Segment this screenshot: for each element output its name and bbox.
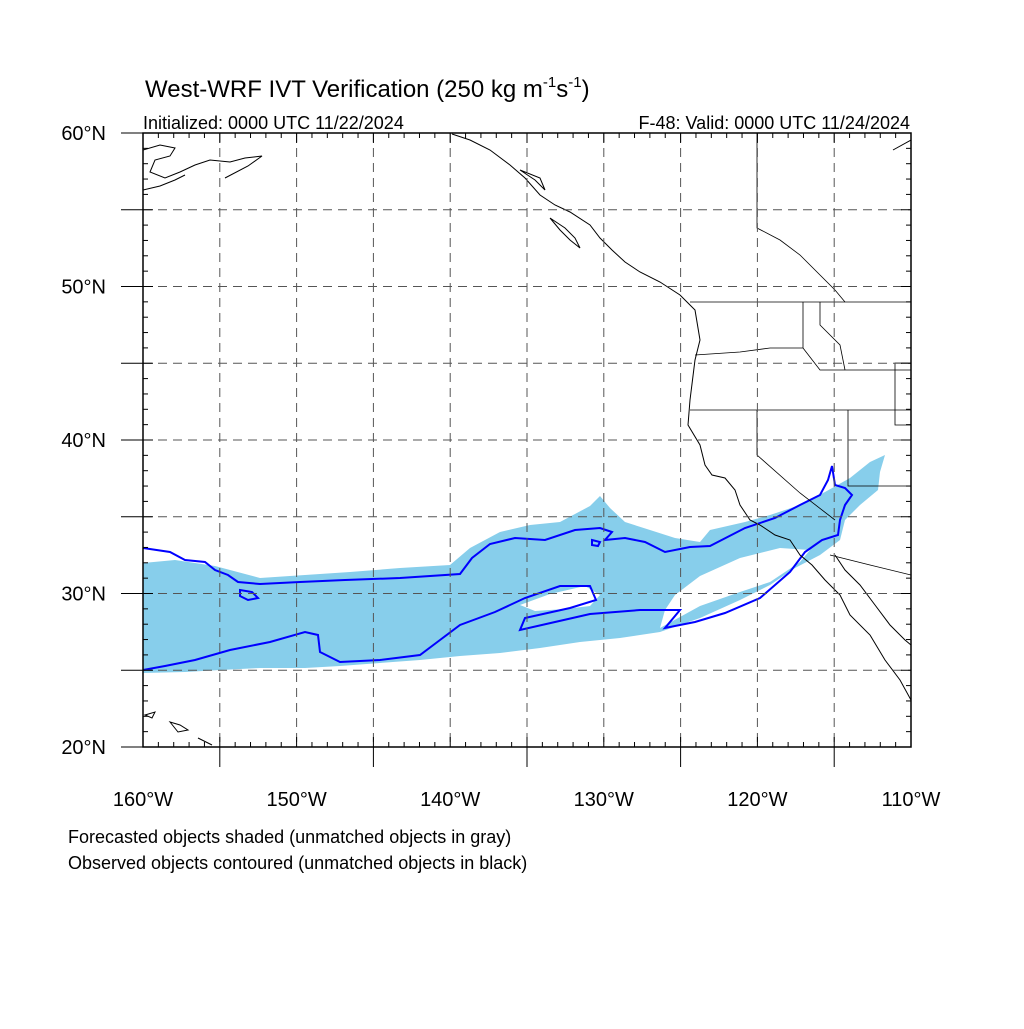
y-tick-label: 60°N: [61, 123, 106, 145]
political-borders: [690, 133, 911, 576]
x-tick-label: 110°W: [882, 789, 941, 811]
coastlines: [143, 133, 911, 746]
observed-note: Observed objects contoured (unmatched ob…: [68, 853, 527, 873]
y-tick-label: 30°N: [61, 584, 106, 606]
x-tick-label: 150°W: [266, 789, 326, 811]
y-tick-label: 50°N: [61, 277, 106, 299]
x-tick-label: 120°W: [727, 789, 787, 811]
init-time-label: Initialized: 0000 UTC 11/22/2024: [143, 113, 404, 133]
forecast-ivt-object: [143, 455, 885, 673]
map-title: West-WRF IVT Verification (250 kg m-1s-1…: [145, 74, 590, 103]
axis-ticks: [121, 132, 912, 767]
graticule: [143, 133, 911, 747]
valid-time-label: F-48: Valid: 0000 UTC 11/24/2024: [639, 113, 911, 133]
y-tick-label: 20°N: [61, 737, 106, 759]
forecast-object-gap: [520, 548, 810, 628]
x-tick-label: 130°W: [574, 789, 634, 811]
x-tick-label: 140°W: [420, 789, 480, 811]
y-axis-labels: 60°N 50°N 40°N 30°N 20°N: [61, 123, 106, 759]
forecast-note: Forecasted objects shaded (unmatched obj…: [68, 827, 511, 847]
x-axis-labels: 160°W 150°W 140°W 130°W 120°W 110°W: [113, 789, 941, 811]
y-tick-label: 40°N: [61, 430, 106, 452]
observed-contour-small: [239, 538, 602, 602]
observed-ivt-contour: [143, 465, 854, 671]
x-tick-label: 160°W: [113, 789, 173, 811]
